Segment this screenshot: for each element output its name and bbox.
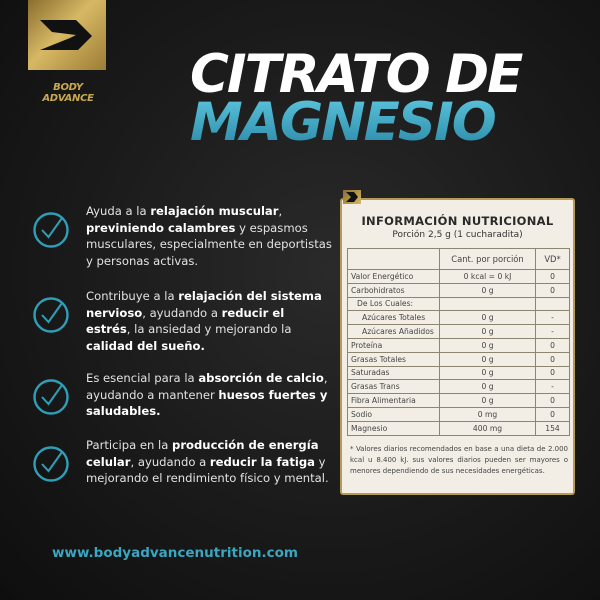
nutrient-name: Azúcares Totales: [347, 310, 440, 326]
benefit-text: Es esencial para la absorción de calcio,…: [86, 370, 332, 420]
benefit-item: Ayuda a la relajación muscular, previnie…: [32, 203, 332, 269]
benefit-segment: Ayuda a la: [86, 204, 151, 218]
nutrient-amount: 0 g: [439, 351, 536, 367]
nutrient-amount: 0 g: [439, 310, 536, 326]
benefit-highlight: previniendo calambres: [86, 220, 236, 235]
nutrient-name: Proteína: [347, 337, 440, 353]
nutrient-dv: [535, 296, 570, 312]
brand-name: BODY ADVANCE: [42, 82, 94, 104]
brand-logo: [28, 0, 106, 70]
benefit-segment: , ayudando a: [142, 305, 222, 320]
benefit-segment: ,: [278, 204, 283, 218]
benefit-segment: , ayudando a: [130, 454, 210, 469]
arrow-logo-icon: [346, 192, 358, 202]
table-row: Azúcares Totales 0 g-: [347, 310, 570, 326]
table-row: De Los Cuales:: [347, 296, 570, 312]
table-row: Sodio 0 mg 0: [347, 406, 570, 422]
benefit-item: Participa en la producción de energía ce…: [32, 437, 332, 487]
benefit-highlight: reducir la fatiga: [209, 454, 315, 469]
nutrient-amount: 0 g: [439, 393, 536, 408]
nutrient-dv: 0: [535, 337, 570, 353]
nutrient-name: Sodio: [347, 406, 440, 422]
panel-logo-tag: [343, 190, 361, 204]
nutrient-amount: 0 mg: [439, 406, 536, 422]
nutrient-name: Saturadas: [347, 365, 440, 381]
title-line-1: CITRATO DE: [190, 44, 523, 105]
nutrient-name: Grasas Trans: [347, 379, 440, 395]
nutrient-amount: 0 g: [439, 282, 536, 298]
nutrient-dv: 154: [535, 420, 570, 436]
nutrient-amount: 0 g: [439, 324, 536, 339]
benefit-segment: Contribuye a la: [86, 289, 179, 303]
benefit-segment: y espasmos musculares, especialmente en …: [86, 220, 332, 268]
table-header-row: Cant. por porción VD*: [347, 248, 570, 270]
nutrition-panel: INFORMACIÓN NUTRICIONAL Porción 2,5 g (1…: [340, 198, 575, 495]
nutrient-dv: -: [535, 324, 570, 339]
benefit-text: Ayuda a la relajación muscular, previnie…: [86, 203, 332, 269]
benefit-highlight: producción de energía celular: [86, 438, 319, 469]
nutrient-dv: -: [535, 379, 570, 395]
arrow-logo-icon: [40, 20, 92, 50]
nutrient-name: Fibra Alimentaria: [347, 393, 440, 408]
nutrient-name: Grasas Totales: [347, 351, 440, 367]
header-nutrient: [347, 248, 440, 270]
benefit-highlight: absorción de calcio: [198, 371, 324, 385]
nutrient-amount: [439, 296, 536, 312]
check-circle-icon: [33, 379, 69, 415]
nutrition-footnote: * Valores diarios recomendados en base a…: [350, 445, 568, 475]
benefit-segment: Participa en la: [86, 438, 173, 452]
nutrient-name: Azúcares Añadidos: [347, 324, 440, 339]
nutrient-amount: 0 g: [439, 379, 536, 395]
benefit-highlight: relajación muscular: [150, 204, 279, 218]
nutrient-amount: 0 g: [439, 365, 536, 381]
nutrition-table: Cant. por porción VD* Valor Energético 0 …: [347, 248, 570, 436]
title-line-2: MAGNESIO: [190, 92, 497, 153]
nutrient-dv: 0: [535, 351, 570, 367]
table-row: Azúcares Añadidos 0 g-: [347, 324, 570, 339]
benefit-segment: , la ansiedad y mejorando la: [126, 322, 292, 336]
nutrient-name: De Los Cuales:: [347, 296, 440, 312]
benefit-segment: Es esencial para la: [86, 371, 199, 385]
header-amount: Cant. por porción: [439, 248, 536, 270]
benefit-highlight: relajación del sistema nervioso: [86, 289, 322, 320]
nutrient-dv: 0: [535, 365, 570, 381]
benefit-segment: y mejorando el rendimiento físico y ment…: [86, 454, 329, 486]
benefit-item: Es esencial para la absorción de calcio,…: [32, 370, 332, 420]
check-circle-icon: [33, 297, 69, 333]
table-row: Valor Energético 0 kcal = 0 kJ 0: [347, 269, 570, 284]
nutrient-name: Valor Energético: [347, 269, 440, 284]
nutrient-dv: 0: [535, 406, 570, 422]
nutrition-title: INFORMACIÓN NUTRICIONAL: [361, 214, 554, 228]
benefit-highlight: calidad del sueño.: [86, 338, 205, 353]
nutrient-amount: 400 mg: [439, 420, 536, 436]
table-row: Magnesio 400 mg 154: [347, 420, 570, 436]
website-link[interactable]: www.bodyadvancenutrition.com: [52, 545, 298, 561]
benefit-highlight: huesos fuertes y saludables.: [86, 387, 328, 419]
benefit-text: Participa en la producción de energía ce…: [86, 437, 332, 487]
nutrient-name: Magnesio: [347, 420, 440, 436]
nutrient-dv: -: [535, 310, 570, 326]
table-row: Grasas Trans 0 g-: [347, 379, 570, 395]
benefit-segment: , ayudando a mantener: [86, 371, 328, 402]
benefit-text: Contribuye a la relajación del sistema n…: [86, 288, 332, 354]
nutrient-amount: 0 g: [439, 337, 536, 353]
check-circle-icon: [33, 212, 69, 248]
nutrient-amount: 0 kcal = 0 kJ: [439, 269, 536, 284]
nutrient-dv: 0: [535, 393, 570, 408]
nutrient-dv: 0: [535, 282, 570, 298]
nutrient-name: Carbohidratos: [347, 282, 440, 298]
benefit-item: Contribuye a la relajación del sistema n…: [32, 288, 332, 354]
header-dv: VD*: [535, 248, 570, 270]
nutrient-dv: 0: [535, 269, 570, 284]
check-circle-icon: [33, 446, 69, 482]
benefit-highlight: reducir el estrés: [86, 305, 285, 337]
nutrition-serving: Porción 2,5 g (1 cucharadita): [392, 230, 523, 240]
